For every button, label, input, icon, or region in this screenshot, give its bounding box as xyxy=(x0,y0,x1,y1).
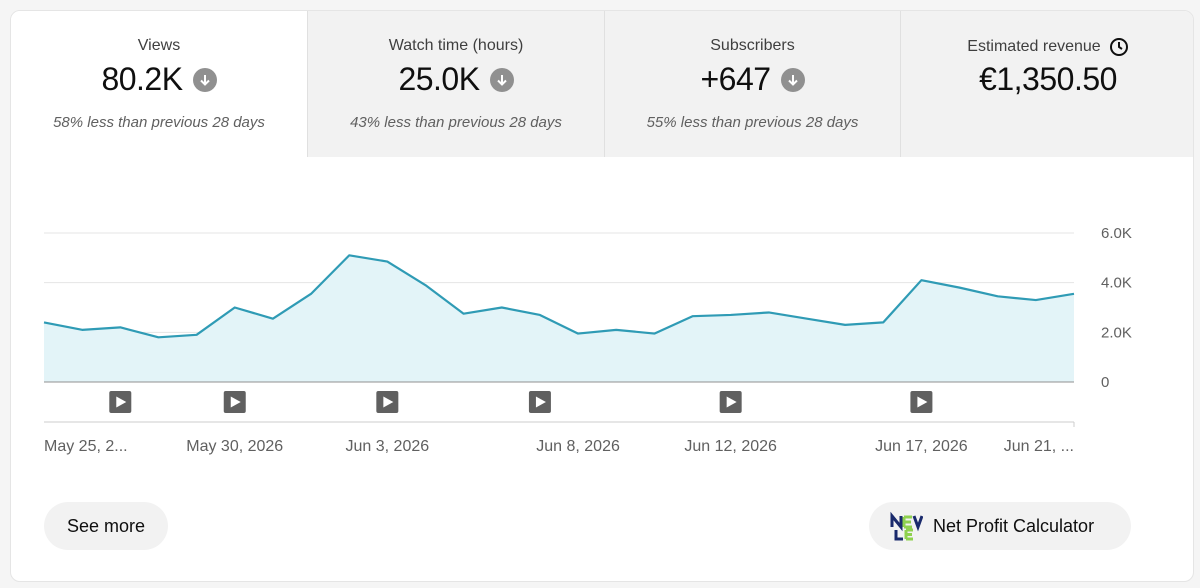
arrow-down-circle-icon xyxy=(780,67,805,92)
x-tick-label: Jun 17, 2026 xyxy=(875,438,968,455)
play-icon xyxy=(383,396,394,408)
net-profit-calculator-button[interactable]: Net Profit Calculator xyxy=(869,502,1131,550)
play-icon xyxy=(535,396,546,408)
x-tick-label: Jun 8, 2026 xyxy=(536,438,620,455)
see-more-button[interactable]: See more xyxy=(44,502,168,550)
metric-value: 80.2K xyxy=(11,61,307,98)
metric-tabs: Views 80.2K 58% less than previous 28 da… xyxy=(11,11,1193,157)
x-tick-label: Jun 21, ... xyxy=(1004,438,1074,455)
tab-estimated-revenue[interactable]: Estimated revenue €1,350.50 xyxy=(900,11,1193,157)
y-tick-label: 0 xyxy=(1101,374,1109,391)
arrow-down-circle-icon xyxy=(192,67,217,92)
metric-value: €1,350.50 xyxy=(979,61,1117,97)
area-fill xyxy=(44,255,1074,382)
metric-label: Estimated revenue xyxy=(901,37,1193,57)
clock-icon xyxy=(1109,37,1129,57)
metric-value: 25.0K xyxy=(308,61,604,98)
x-tick-label: May 25, 2... xyxy=(44,438,128,455)
views-chart: 6.0K 4.0K 2.0K 0 May 25, 2... May 30, 2026 Jun… xyxy=(11,157,1193,477)
x-tick-label: Jun 12, 2026 xyxy=(684,438,777,455)
play-icon xyxy=(230,396,241,408)
metric-delta: 55% less than previous 28 days xyxy=(646,114,859,131)
metric-delta: 58% less than previous 28 days xyxy=(53,114,265,131)
see-more-label: See more xyxy=(66,515,146,536)
play-icon xyxy=(917,396,928,408)
y-tick-label: 2.0K xyxy=(1101,324,1132,341)
x-tick-label: Jun 3, 2026 xyxy=(346,438,430,455)
views-line xyxy=(43,254,1075,339)
x-tick-label: May 30, 2026 xyxy=(186,438,283,455)
net-profit-label: Net Profit Calculator xyxy=(933,515,1095,536)
chart-svg: 6.0K 4.0K 2.0K 0 May 25, 2... May 30, 2026 Jun… xyxy=(43,225,1132,455)
metric-label: Subscribers xyxy=(710,37,795,54)
metric-label: Views xyxy=(137,37,181,54)
nexlev-logo-icon xyxy=(889,511,924,541)
metric-value: +647 xyxy=(605,61,900,98)
metric-delta: 43% less than previous 28 days xyxy=(350,114,562,131)
y-tick-label: 6.0K xyxy=(1101,225,1132,242)
y-tick-label: 4.0K xyxy=(1101,275,1132,292)
tab-subscribers[interactable]: Subscribers +647 55% less than previous … xyxy=(604,11,900,157)
tab-views[interactable]: Views 80.2K 58% less than previous 28 da… xyxy=(11,11,307,157)
analytics-card: Views 80.2K 58% less than previous 28 da… xyxy=(10,10,1194,582)
arrow-down-circle-icon xyxy=(489,67,514,92)
metric-label: Watch time (hours) xyxy=(388,37,524,54)
tab-watch-time[interactable]: Watch time (hours) 25.0K 43% less than p… xyxy=(307,11,604,157)
play-icon xyxy=(116,396,127,408)
play-icon xyxy=(726,396,737,408)
